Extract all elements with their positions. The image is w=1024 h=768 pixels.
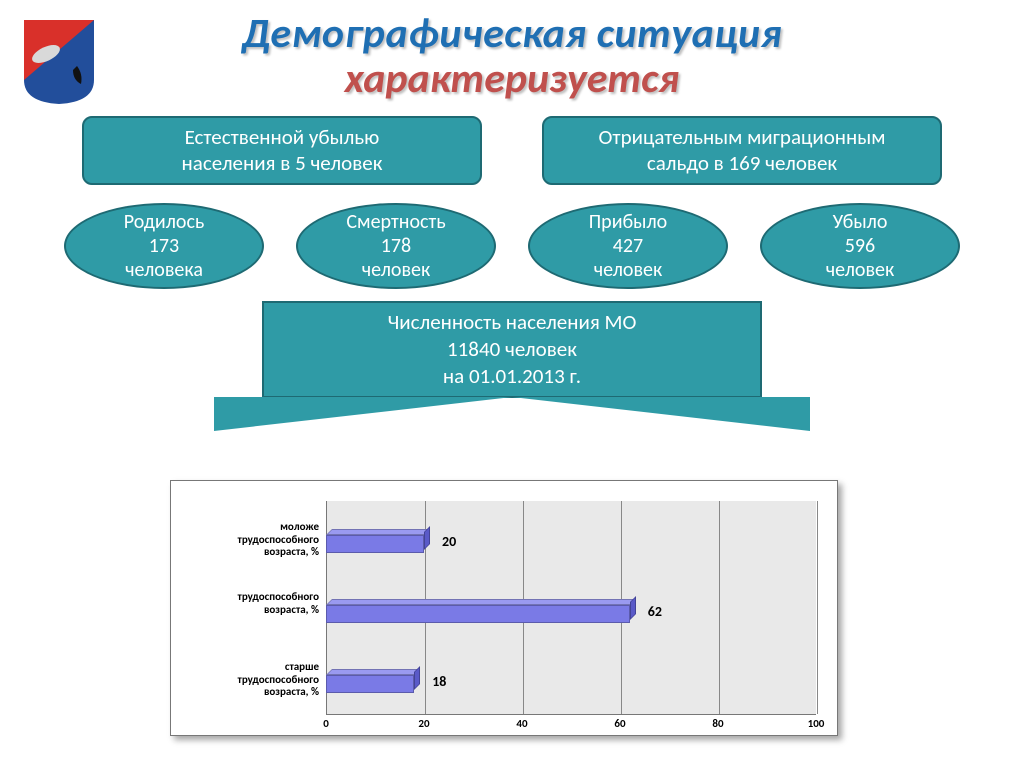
- oval-unit: человек: [826, 258, 895, 282]
- oval-value: 596: [845, 234, 875, 258]
- oval-unit: человек: [362, 258, 431, 282]
- chart-x-tick: 40: [516, 717, 527, 730]
- coat-of-arms-logo: [22, 18, 96, 106]
- chart-bar-value: 20: [442, 533, 456, 550]
- chart-gridline: [719, 501, 720, 714]
- chart-gridline: [817, 501, 818, 714]
- chart-y-label: старшетрудоспособноговозраста, %: [179, 661, 319, 699]
- departed-oval: Убыло 596 человек: [760, 203, 960, 289]
- population-arrow: Численность населения МО 11840 человек н…: [0, 301, 1024, 399]
- chart-bar: [326, 669, 422, 693]
- chart-y-label: моложетрудоспособноговозраста, %: [179, 521, 319, 559]
- age-structure-chart: 0 20 40 60 80 100 моложетрудоспособноговозраст…: [170, 480, 838, 736]
- chart-x-tick: 100: [808, 717, 825, 730]
- births-oval: Родилось 173 человека: [64, 203, 264, 289]
- oval-value: 427: [613, 234, 643, 258]
- chart-bar: [326, 599, 638, 623]
- slide-title: Демографическая ситуация характеризуется: [0, 0, 1024, 104]
- arrow-text: Численность населения МО: [276, 309, 748, 336]
- arrow-text: 11840 человек: [276, 336, 748, 363]
- box-text: населения в 5 человек: [102, 150, 462, 176]
- chart-bar-value: 62: [648, 603, 662, 620]
- oval-label: Убыло: [833, 210, 888, 234]
- box-text: Отрицательным миграционным: [562, 124, 922, 150]
- oval-value: 173: [149, 234, 179, 258]
- box-text: Естественной убылью: [102, 124, 462, 150]
- migration-balance-box: Отрицательным миграционным сальдо в 169 …: [542, 116, 942, 185]
- oval-label: Прибыло: [589, 210, 667, 234]
- chart-x-tick: 0: [323, 717, 329, 730]
- oval-unit: человек: [594, 258, 663, 282]
- title-line-2: характеризуется: [0, 53, 1024, 104]
- oval-label: Смертность: [346, 210, 445, 234]
- chart-bar: [326, 529, 432, 553]
- box-text: сальдо в 169 человек: [562, 150, 922, 176]
- deaths-oval: Смертность 178 человек: [296, 203, 496, 289]
- title-line-1: Демографическая ситуация: [0, 8, 1024, 59]
- oval-value: 178: [381, 234, 411, 258]
- chart-bar-value: 18: [432, 673, 446, 690]
- summary-boxes-row: Естественной убылью населения в 5 челове…: [0, 116, 1024, 185]
- chart-x-tick: 20: [418, 717, 429, 730]
- stat-ovals-row: Родилось 173 человека Смертность 178 чел…: [0, 203, 1024, 289]
- natural-decrease-box: Естественной убылью населения в 5 челове…: [82, 116, 482, 185]
- chart-y-label: трудоспособноговозраста, %: [179, 591, 319, 616]
- chart-x-tick: 60: [614, 717, 625, 730]
- arrived-oval: Прибыло 427 человек: [528, 203, 728, 289]
- oval-label: Родилось: [124, 210, 205, 234]
- arrow-text: на 01.01.2013 г.: [276, 363, 748, 390]
- oval-unit: человека: [125, 258, 203, 282]
- chart-x-tick: 80: [712, 717, 723, 730]
